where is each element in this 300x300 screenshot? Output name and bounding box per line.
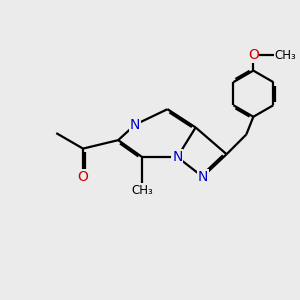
Text: CH₃: CH₃ <box>131 184 153 197</box>
Text: N: N <box>172 150 182 164</box>
Text: O: O <box>248 48 259 62</box>
Text: O: O <box>78 170 88 184</box>
Text: CH₃: CH₃ <box>274 49 296 62</box>
Text: N: N <box>197 170 208 184</box>
Text: N: N <box>130 118 140 132</box>
